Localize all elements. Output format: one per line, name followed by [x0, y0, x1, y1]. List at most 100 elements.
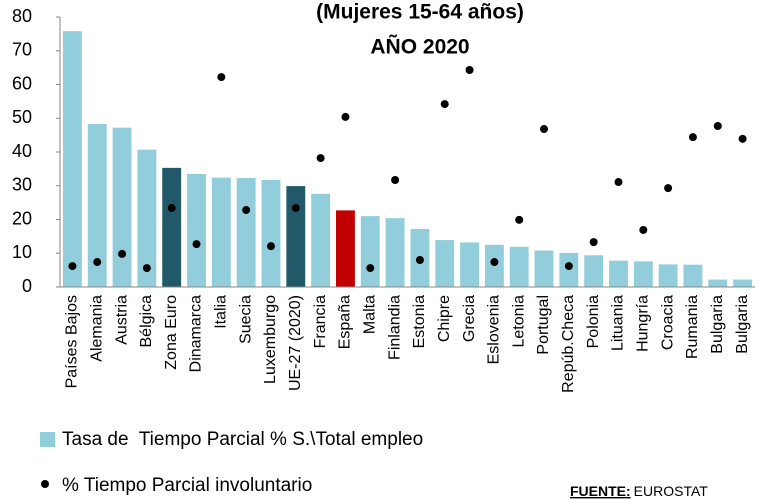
bar [187, 173, 206, 287]
x-tick-label: Malta [361, 295, 378, 334]
dot [540, 125, 549, 134]
x-tick-label: Repúb.Checa [560, 295, 577, 393]
dot [142, 264, 151, 273]
x-tick-label: Hungría [635, 295, 652, 352]
bar [311, 193, 331, 287]
bar [683, 264, 703, 287]
x-tick-label: Estonia [411, 295, 428, 348]
y-tick-label: 30 [12, 175, 32, 195]
x-tick-label: Austria [113, 295, 130, 345]
legend-label: % Tiempo Parcial involuntario [62, 475, 312, 496]
source-name: EUROSTAT [634, 483, 709, 499]
chart-title: (Mujeres 15-64 años) [316, 1, 524, 24]
y-tick-label: 10 [12, 242, 32, 262]
bar [62, 31, 82, 287]
bar [137, 149, 157, 287]
bar [261, 180, 281, 287]
bar [534, 250, 554, 287]
x-tick-label: España [337, 295, 354, 349]
x-tick-label: Luxemburgo [262, 295, 279, 384]
bar [733, 279, 753, 287]
bar [87, 123, 107, 287]
bar [633, 261, 653, 287]
x-tick-label: Lituania [610, 295, 627, 351]
dot [217, 73, 226, 82]
bar [609, 260, 628, 287]
dot [440, 100, 449, 109]
x-tick-label: UE-27 (2020) [287, 295, 304, 391]
y-tick-label: 40 [12, 141, 32, 161]
dot [192, 240, 201, 249]
x-tick-label: Dinamarca [188, 295, 205, 372]
dot [515, 215, 524, 224]
dot [415, 256, 424, 264]
dot [68, 262, 77, 271]
legend-swatch [40, 432, 55, 447]
x-tick-label: Polonia [585, 295, 602, 348]
dot [266, 242, 275, 251]
bar [286, 186, 306, 287]
dot [316, 154, 325, 163]
dot [490, 258, 499, 267]
dot [639, 225, 648, 234]
dot [167, 204, 176, 213]
bar [658, 264, 678, 287]
y-tick-label: 70 [12, 40, 32, 60]
x-tick-label: Alemania [88, 295, 105, 362]
dot [664, 184, 673, 193]
dot [391, 176, 400, 185]
dot [465, 65, 474, 74]
bar [435, 240, 455, 287]
x-tick-label: Bulgaria [734, 295, 751, 354]
dot [242, 206, 251, 215]
bar [112, 127, 132, 287]
bar [236, 177, 256, 287]
legend-label: Tasa de Tiempo Parcial % S.\Total empleo [62, 429, 423, 450]
bar [360, 216, 380, 287]
bar [336, 210, 355, 287]
dot [564, 262, 573, 271]
chart-subtitle: AÑO 2020 [370, 36, 469, 59]
x-tick-label: Chipre [436, 295, 453, 342]
x-tick-label: Portugal [535, 295, 552, 355]
x-tick-label: Bulgaria [709, 295, 726, 354]
dot [614, 178, 623, 187]
x-tick-label: Croacia [659, 295, 676, 350]
x-tick-label: Zona Euro [163, 295, 180, 370]
bar [708, 279, 728, 287]
bar [211, 177, 231, 287]
x-tick-label: Finlandia [386, 295, 403, 360]
y-tick-label: 60 [12, 73, 32, 93]
x-tick-label: Grecia [461, 295, 478, 342]
legend-swatch [41, 480, 49, 488]
x-tick-label: Francia [312, 295, 329, 348]
dot [118, 249, 127, 258]
dot [713, 122, 722, 131]
bar [584, 255, 604, 287]
dot [366, 264, 375, 273]
source: FUENTE: EUROSTAT [570, 483, 708, 499]
y-tick-label: 50 [12, 107, 32, 127]
y-tick-label: 80 [12, 6, 32, 26]
bar [162, 167, 182, 287]
dot [688, 133, 697, 142]
x-tick-label: Bélgica [138, 295, 155, 348]
x-tick-label: Eslovenia [486, 295, 503, 364]
x-tick-label: Letonia [510, 295, 527, 348]
x-tick-label: Rumania [684, 295, 701, 359]
x-tick-label: Italia [213, 295, 230, 329]
source-label: FUENTE: [570, 483, 631, 499]
dot [341, 112, 350, 121]
x-tick-label: Suecia [237, 295, 254, 344]
y-tick-label: 20 [12, 208, 32, 228]
dot [589, 238, 598, 247]
dot [738, 134, 747, 143]
x-tick-label: Países Bajos [64, 295, 81, 388]
bar [460, 242, 479, 287]
bar [385, 218, 405, 287]
y-tick-label: 0 [22, 276, 32, 296]
dot [93, 258, 102, 267]
bar [509, 246, 529, 287]
dot [291, 204, 300, 213]
